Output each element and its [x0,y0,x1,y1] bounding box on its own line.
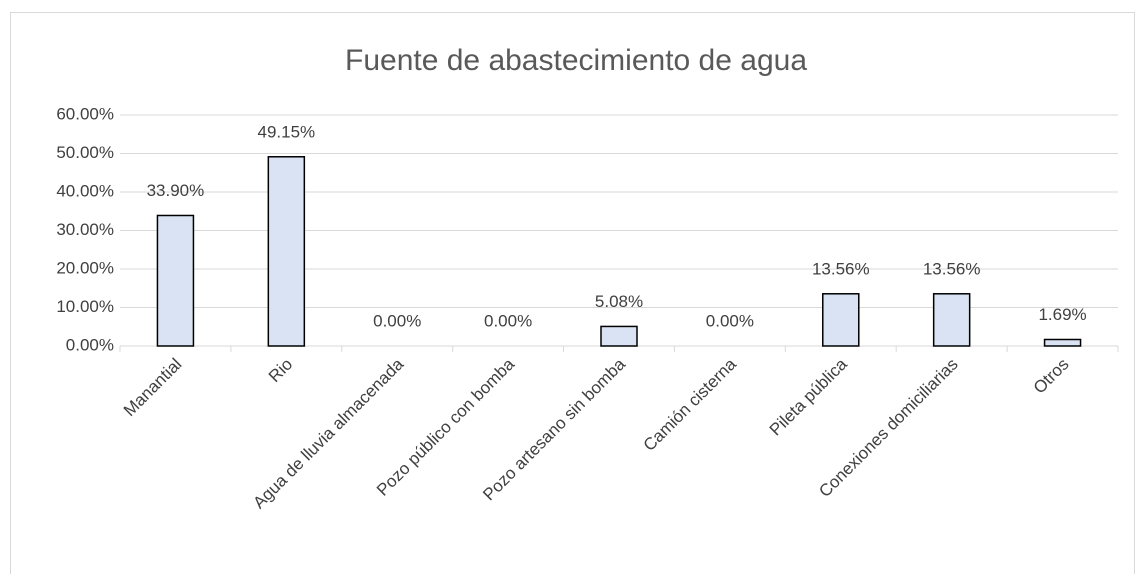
bar [1043,338,1082,347]
bar [156,214,195,347]
y-tick-label: 0.00% [66,335,114,354]
chart-title: Fuente de abastecimiento de agua [345,44,807,77]
bar [932,293,971,347]
data-label: 0.00% [706,311,754,330]
data-label: 0.00% [373,311,421,330]
data-label: 33.90% [147,181,205,200]
y-tick-label: 30.00% [56,220,114,239]
y-tick-label: 10.00% [56,297,114,316]
y-tick-label: 40.00% [56,181,114,200]
y-tick-label: 50.00% [56,143,114,162]
bar [822,293,860,347]
data-label: 13.56% [812,259,870,278]
y-tick-label: 60.00% [56,104,114,123]
data-label: 49.15% [257,122,315,141]
data-label: 1.69% [1038,305,1086,324]
bar [600,325,638,347]
data-label: 0.00% [484,311,532,330]
data-label: 13.56% [923,259,981,278]
bar [267,156,306,347]
data-label: 5.08% [595,292,643,311]
y-tick-label: 20.00% [56,258,114,277]
